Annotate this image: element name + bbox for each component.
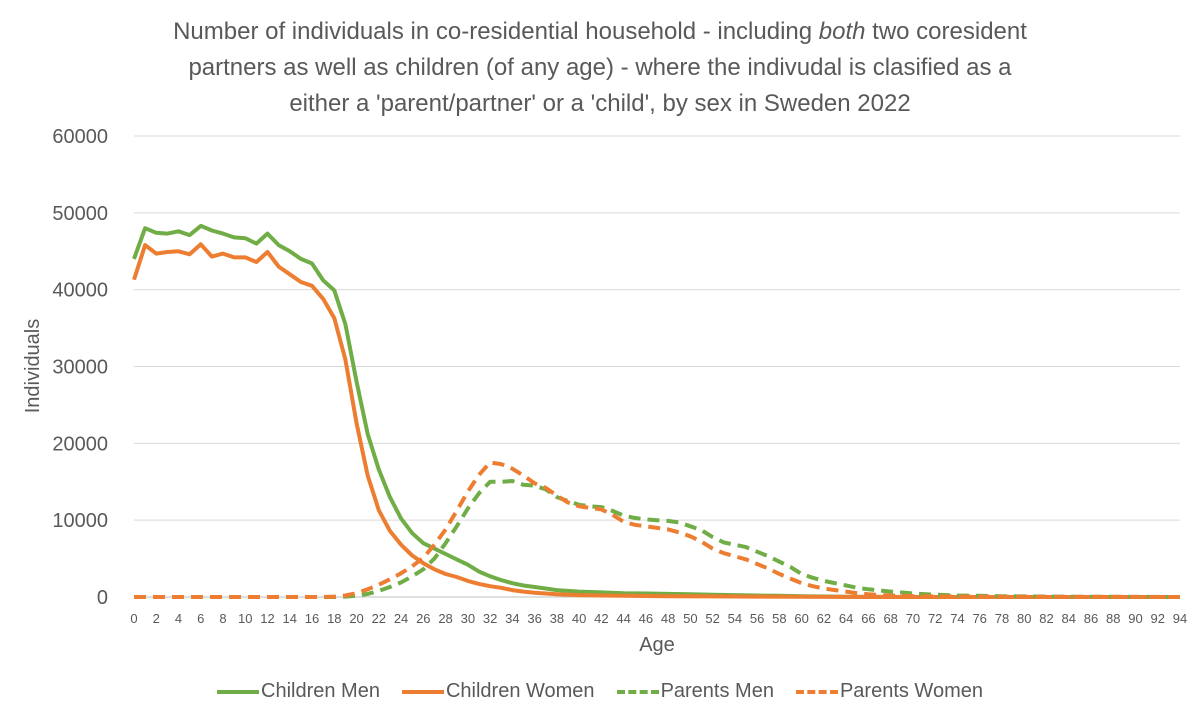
series-line-parents-men [134,479,1181,599]
series-line-children-women [132,242,1180,599]
x-tick-label: 58 [772,611,786,626]
chart-title-line-1-part-b: two coresident [865,18,1027,45]
x-tick-label: 80 [1017,611,1031,626]
series-line-parents-women [134,460,1181,599]
legend-label: Children Men [261,680,380,702]
x-tick-label: 74 [950,611,964,626]
chart-title-line-1: Number of individuals in co-residential … [0,14,1200,50]
x-tick-label: 56 [750,611,764,626]
x-tick-label: 10 [238,611,252,626]
y-tick-label: 50000 [52,203,108,225]
y-tick-label: 40000 [52,280,108,302]
x-tick-label: 18 [327,611,341,626]
x-tick-label: 6 [197,611,204,626]
legend-label: Children Women [445,680,595,702]
x-tick-label: 76 [972,611,986,626]
legend-item: Children Men [217,680,380,703]
legend-item: Children Women [401,680,595,703]
y-axis-title: Individuals [22,319,44,414]
x-axis-ticks: 0 2 4 6 8 10 12 14 16 18 20 22 24 26 28 30 32 34 36 38 40 42 4… [130,611,1187,626]
x-tick-label: 24 [394,611,408,626]
legend-label: Parents Women [839,680,983,702]
x-tick-label: 20 [349,611,363,626]
legend-swatch [795,689,838,694]
x-tick-label: 94 [1173,611,1187,626]
y-tick-label: 0 [97,587,108,609]
x-tick-label: 36 [527,611,541,626]
x-tick-label: 28 [438,611,452,626]
x-tick-label: 34 [505,611,519,626]
legend-item: Parents Women [795,680,983,703]
chart-title: Number of individuals in co-residential … [0,14,1200,122]
x-tick-label: 92 [1151,611,1165,626]
y-tick-label: 10000 [52,510,108,532]
x-tick-label: 50 [683,611,697,626]
x-tick-label: 86 [1084,611,1098,626]
legend-swatch [401,689,444,694]
chart-title-line-1-part-a: Number of individuals in co-residential … [173,18,819,45]
x-tick-label: 44 [616,611,630,626]
x-tick-label: 4 [175,611,182,626]
x-tick-label: 42 [594,611,608,626]
series-line-children-men [132,223,1180,599]
y-tick-label: 30000 [52,357,108,379]
chart-title-line-3: either a 'parent/partner' or a 'child', … [289,90,911,117]
chart-legend: Children Men Children Women Parents Men Par… [0,680,1200,703]
x-tick-label: 68 [883,611,897,626]
legend-swatch [616,689,659,694]
legend-label: Parents Men [660,680,774,702]
x-tick-label: 64 [839,611,853,626]
x-tick-label: 48 [661,611,675,626]
x-tick-label: 0 [130,611,137,626]
x-tick-label: 32 [483,611,497,626]
y-tick-label: 60000 [52,126,108,148]
x-tick-label: 90 [1128,611,1142,626]
x-tick-label: 72 [928,611,942,626]
x-tick-label: 22 [372,611,386,626]
x-tick-label: 60 [794,611,808,626]
legend-swatch [217,689,260,694]
x-tick-label: 14 [283,611,297,626]
x-tick-label: 40 [572,611,586,626]
x-tick-label: 16 [305,611,319,626]
x-tick-label: 62 [817,611,831,626]
x-tick-label: 88 [1106,611,1120,626]
x-tick-label: 52 [705,611,719,626]
y-axis-ticks: 0 10000 20000 30000 40000 50000 60000 [52,126,108,609]
y-tick-label: 20000 [52,433,108,455]
x-tick-label: 84 [1061,611,1075,626]
x-tick-label: 12 [260,611,274,626]
x-tick-label: 70 [906,611,920,626]
legend-item: Parents Men [616,680,774,703]
chart-title-line-2: partners as well as children (of any age… [188,54,1012,81]
x-tick-label: 78 [995,611,1009,626]
x-tick-label: 30 [461,611,475,626]
x-tick-label: 26 [416,611,430,626]
x-tick-label: 2 [153,611,160,626]
x-axis-title: Age [639,634,675,656]
series-lines [132,223,1181,599]
x-tick-label: 66 [861,611,875,626]
x-tick-label: 8 [219,611,226,626]
x-tick-label: 46 [639,611,653,626]
chart-title-emphasis: both [818,18,866,45]
x-tick-label: 38 [550,611,564,626]
x-tick-label: 54 [728,611,742,626]
x-tick-label: 82 [1039,611,1053,626]
